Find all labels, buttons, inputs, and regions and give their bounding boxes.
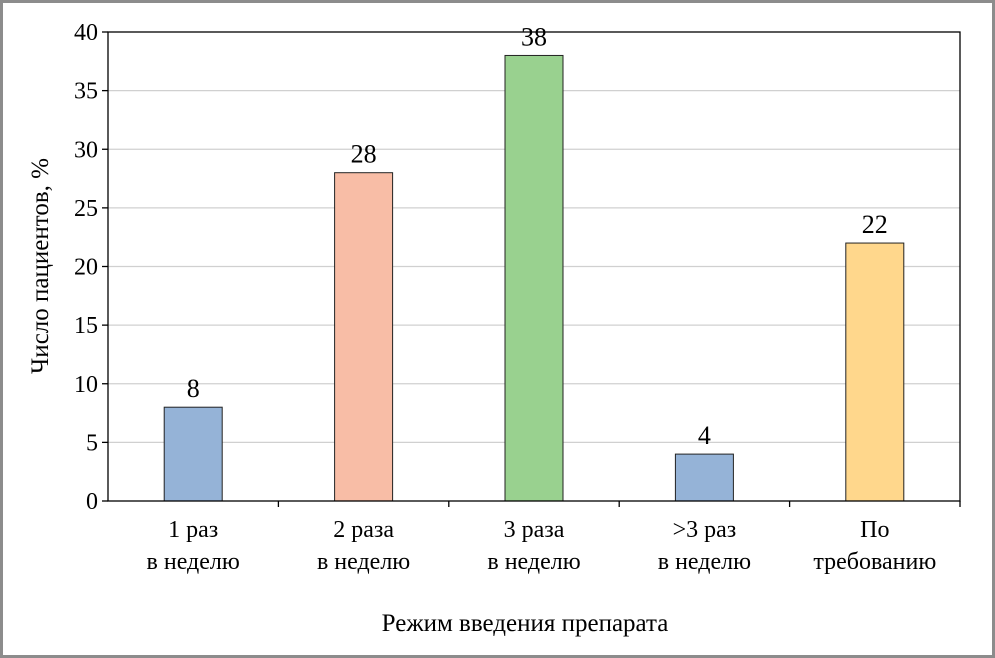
bar xyxy=(504,54,564,502)
bars xyxy=(163,54,905,502)
bar xyxy=(674,453,734,502)
x-axis-labels: 1 раз в неделю 2 раза в неделю 3 раза в недел… xyxy=(147,501,961,575)
x-category-label: в неделю xyxy=(658,549,751,575)
bar-value-label: 8 xyxy=(187,374,200,403)
bar xyxy=(334,172,394,502)
data-labels: 8 28 38 4 22 xyxy=(187,22,888,450)
bar-value-label: 38 xyxy=(521,22,547,51)
y-tick-label: 35 xyxy=(74,79,98,105)
y-tick-label: 20 xyxy=(74,255,98,281)
bar-value-label: 28 xyxy=(351,140,377,169)
x-category-label: в неделю xyxy=(317,549,410,575)
y-axis-title: Число пациентов, % xyxy=(27,158,54,374)
y-tick-label: 5 xyxy=(86,430,98,456)
y-tick-label: 40 xyxy=(74,20,98,46)
x-category-label: в неделю xyxy=(147,549,240,575)
y-tick-label: 30 xyxy=(74,137,98,163)
bar-value-label: 4 xyxy=(698,421,711,450)
x-category-label: 2 раза xyxy=(333,517,394,543)
bar-value-label: 22 xyxy=(862,210,888,239)
x-category-label: По xyxy=(860,517,889,543)
bar xyxy=(845,242,905,502)
x-category-label: >3 раз xyxy=(673,517,737,543)
y-axis-ticks: 0 5 10 15 20 25 30 35 40 xyxy=(74,20,108,515)
x-category-label: 1 раз xyxy=(168,517,218,543)
x-category-label: в неделю xyxy=(487,549,580,575)
x-category-label: 3 раза xyxy=(504,517,565,543)
x-axis-title: Режим введения препарата xyxy=(382,610,669,637)
y-tick-label: 15 xyxy=(74,313,98,339)
y-tick-label: 25 xyxy=(74,196,98,222)
x-category-label: требованию xyxy=(813,549,936,575)
bar-chart: 0 5 10 15 20 25 30 35 40 1 раз в неделю 2 раза в не… xyxy=(27,20,961,637)
y-tick-label: 0 xyxy=(86,489,98,515)
bar xyxy=(163,406,223,502)
y-tick-label: 10 xyxy=(74,372,98,398)
